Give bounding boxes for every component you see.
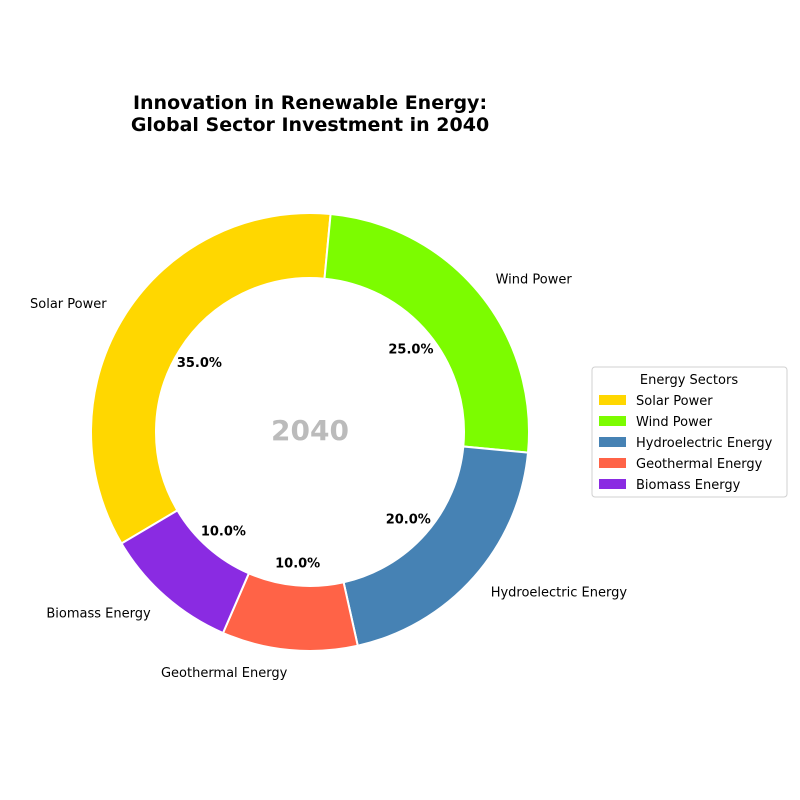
legend-items: Solar Power Wind Power Hydroelectric Energ… [599,394,773,493]
category-label-biomass-energy: Biomass Energy [46,607,151,622]
center-label: 2040 [271,414,349,447]
legend-label-biomass-energy: Biomass Energy [636,478,741,493]
legend-swatch-biomass-energy [599,479,626,489]
category-label-hydroelectric-energy: Hydroelectric Energy [491,585,628,600]
legend-frame [591,366,788,498]
legend-swatch-geothermal-energy [599,458,626,468]
chart-title-line: Global Sector Investment in 2040 [131,114,489,136]
slice-biomass-energy [120,509,251,635]
donut-slices [90,212,530,652]
category-label-solar-power: Solar Power [30,297,107,312]
slice-wind-power [323,212,530,454]
slice-solar-power [90,212,332,545]
legend-swatch-solar-power [599,395,626,405]
percent-label-wind-power: 25.0% [388,342,433,357]
legend-title: Energy Sectors [640,373,738,388]
percent-labels: 35.0% 25.0% 20.0% 10.0% 10.0% [177,342,434,571]
legend-swatch-hydroelectric-energy [599,437,626,447]
percent-label-geothermal-energy: 10.0% [275,556,320,571]
category-label-wind-power: Wind Power [496,272,573,287]
legend: Energy Sectors Solar Power Wind Power Hydr… [591,366,788,498]
chart-title-line: Innovation in Renewable Energy: [133,92,487,114]
legend-label-wind-power: Wind Power [636,415,713,430]
percent-label-solar-power: 35.0% [177,356,222,371]
chart-title: Innovation in Renewable Energy:Global Se… [131,92,489,136]
slice-hydroelectric-energy [342,445,530,647]
legend-label-solar-power: Solar Power [636,394,713,409]
legend-label-geothermal-energy: Geothermal Energy [636,457,763,472]
legend-swatch-wind-power [599,416,626,426]
percent-label-biomass-energy: 10.0% [201,524,246,539]
legend-label-hydroelectric-energy: Hydroelectric Energy [636,436,773,451]
category-label-geothermal-energy: Geothermal Energy [161,666,288,681]
percent-label-hydroelectric-energy: 20.0% [386,513,431,528]
category-labels: Solar Power Wind Power Hydroelectric Energ… [30,272,627,680]
